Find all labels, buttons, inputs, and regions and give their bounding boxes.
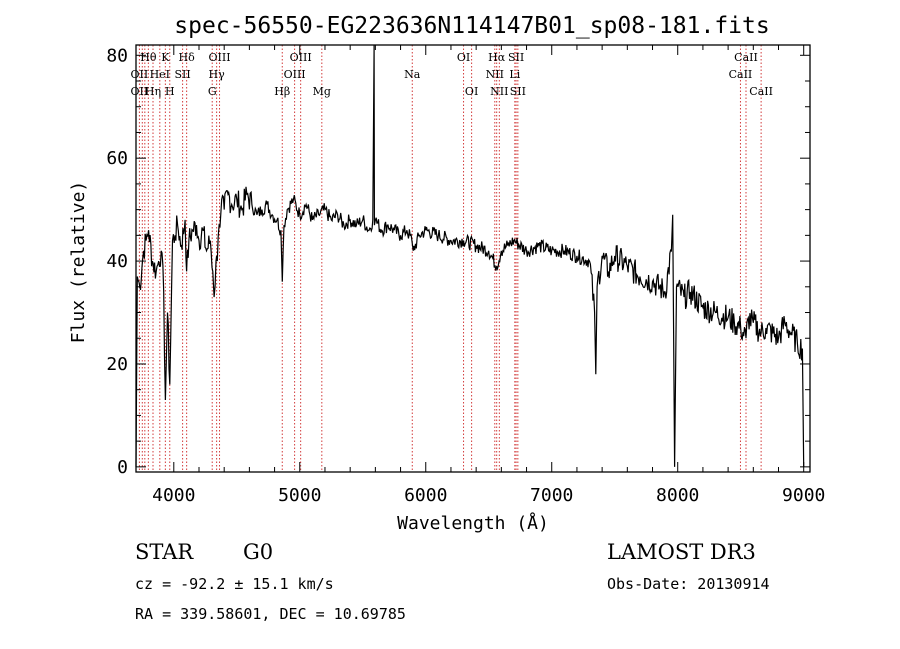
- y-tick-label: 80: [106, 45, 128, 66]
- line-label: Na: [404, 68, 421, 81]
- x-tick-label: 9000: [782, 485, 825, 506]
- line-label: Hδ: [179, 51, 196, 64]
- line-label: CaII: [734, 51, 758, 64]
- line-label: CaII: [729, 68, 753, 81]
- sky-coordinates: RA = 339.58601, DEC = 10.69785: [135, 605, 406, 623]
- chart-title: spec-56550-EG223636N114147B01_sp08-181.f…: [174, 13, 769, 39]
- line-label: Hη: [145, 85, 161, 98]
- line-label: OIII: [208, 51, 230, 64]
- object-subclass: G0: [243, 540, 273, 564]
- line-label: Mg: [313, 85, 331, 98]
- y-tick-label: 20: [106, 354, 128, 375]
- x-tick-label: 6000: [404, 485, 447, 506]
- line-label: CaII: [749, 85, 773, 98]
- x-tick-label: 7000: [530, 485, 573, 506]
- line-label: OII: [131, 68, 149, 81]
- line-label: OI: [465, 85, 478, 98]
- x-tick-label: 4000: [152, 485, 195, 506]
- line-label: Hα: [488, 51, 506, 64]
- line-label: K: [161, 51, 170, 64]
- y-tick-label: 0: [117, 457, 128, 478]
- line-label: SII: [508, 51, 524, 64]
- x-axis-label: Wavelength (Å): [397, 512, 549, 534]
- line-label: OI: [457, 51, 470, 64]
- line-label: OII: [131, 85, 149, 98]
- x-tick-label: 5000: [278, 485, 321, 506]
- line-label: Hβ: [274, 85, 290, 98]
- y-tick-label: 60: [106, 148, 128, 169]
- line-label: NII: [486, 68, 504, 81]
- line-label: HeI: [150, 68, 170, 81]
- plot-frame: [135, 44, 811, 473]
- emission-line-markers: [138, 45, 762, 472]
- y-axis-label: Flux (relative): [68, 181, 89, 344]
- object-class: STAR: [135, 540, 194, 564]
- line-label: SII: [174, 68, 190, 81]
- y-axis: 0 20 40 60 80: [106, 45, 810, 478]
- x-axis: 4000 5000 6000 7000 8000 9000: [152, 45, 825, 506]
- line-label: SII: [510, 85, 526, 98]
- line-label: NII: [490, 85, 508, 98]
- spectrum-line: [135, 44, 805, 467]
- line-label: Hθ: [140, 51, 157, 64]
- observation-date: Obs-Date: 20130914: [607, 575, 770, 593]
- line-label: OIII: [290, 51, 312, 64]
- x-tick-label: 8000: [656, 485, 699, 506]
- y-tick-label: 40: [106, 251, 128, 272]
- line-label: G: [208, 85, 217, 98]
- line-label: OIII: [284, 68, 306, 81]
- line-label: Li: [509, 68, 520, 81]
- survey-name: LAMOST DR3: [607, 540, 756, 564]
- redshift-velocity: cz = -92.2 ± 15.1 km/s: [135, 575, 334, 593]
- line-label: H: [165, 85, 175, 98]
- line-label: Hγ: [209, 68, 226, 81]
